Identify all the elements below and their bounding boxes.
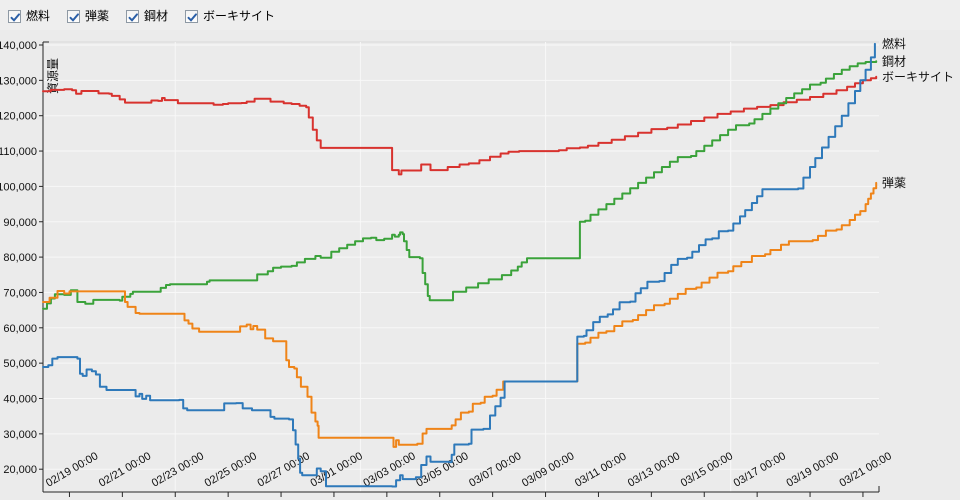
checkbox-fuel[interactable] [8, 9, 21, 23]
gridlines [43, 42, 879, 492]
legend-item-ammo: 弾薬 [67, 9, 109, 23]
checkmark-icon [10, 12, 20, 22]
checkbox-steel[interactable] [126, 9, 140, 23]
y-tick-label: 130,000 [0, 75, 37, 87]
y-axis-title: 資源量 [46, 58, 60, 94]
series-end-label-fuel: 燃料 [882, 36, 906, 51]
checkmark-icon [69, 12, 80, 22]
y-tick-label: 60,000 [3, 323, 37, 335]
y-tick-label: 40,000 [3, 394, 37, 406]
legend-label-bauxite: ボーキサイト [203, 9, 276, 23]
legend-label-fuel: 燃料 [26, 9, 51, 23]
y-tick-label: 120,000 [0, 111, 37, 123]
legend-item-steel: 鋼材 [126, 9, 168, 23]
checkbox-ammo[interactable] [67, 9, 81, 23]
series-toggle-bar: 燃料 弾薬 鋼材 ボーキサイト [8, 6, 292, 26]
checkmark-icon [128, 12, 139, 22]
series-line-ammo [42, 181, 878, 448]
y-tick-label: 90,000 [3, 217, 37, 229]
y-tick-label: 20,000 [3, 464, 37, 476]
legend-item-fuel: 燃料 [8, 9, 50, 23]
y-tick-label: 140,000 [0, 40, 37, 52]
legend-label-steel: 鋼材 [144, 9, 169, 23]
series-end-label-bauxite: ボーキサイト [882, 70, 954, 84]
series-end-label-steel: 鋼材 [882, 54, 906, 68]
series-line-bauxite [42, 75, 878, 176]
legend-item-bauxite: ボーキサイト [185, 9, 275, 23]
y-tick-label: 50,000 [3, 358, 37, 370]
y-tick-label: 110,000 [0, 146, 37, 158]
y-tick-label: 80,000 [3, 252, 37, 264]
y-tick-label: 100,000 [0, 181, 37, 193]
y-tick-label: 30,000 [3, 429, 37, 441]
legend-label-ammo: 弾薬 [85, 9, 110, 23]
chart-background [0, 30, 960, 500]
series-lines [42, 42, 878, 488]
series-line-fuel [42, 42, 876, 488]
y-tick-label: 70,000 [3, 287, 37, 299]
checkmark-icon [187, 12, 198, 22]
series-line-steel [42, 60, 878, 310]
series-end-label-ammo: 弾薬 [882, 176, 906, 190]
checkbox-bauxite[interactable] [185, 9, 199, 23]
